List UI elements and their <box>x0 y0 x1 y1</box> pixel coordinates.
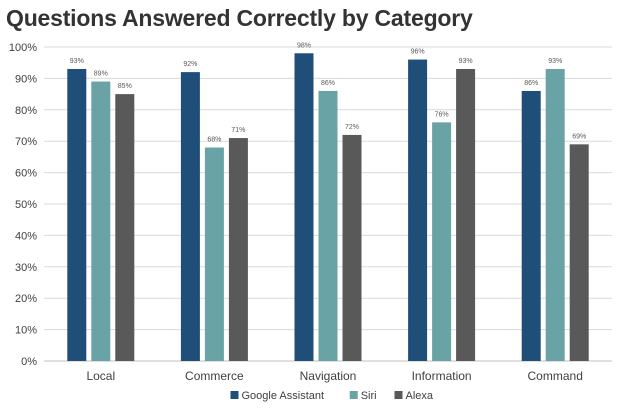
data-label: 96% <box>411 49 425 56</box>
legend-swatch-google-assistant <box>230 391 239 399</box>
bar-google-assistant <box>294 53 314 361</box>
y-tick-label: 0% <box>21 356 37 368</box>
legend-swatch-siri <box>349 391 358 399</box>
legend-label: Alexa <box>406 390 434 402</box>
x-tick-label: Local <box>86 369 115 383</box>
data-label: 93% <box>548 58 562 65</box>
y-tick-label: 30% <box>15 262 37 274</box>
data-label: 71% <box>231 127 245 134</box>
x-tick-label: Command <box>528 369 583 383</box>
bar-google-assistant <box>67 68 87 361</box>
data-label: 89% <box>94 71 108 78</box>
data-label: 93% <box>70 58 84 65</box>
bar-siri <box>204 147 224 361</box>
x-tick-label: Navigation <box>300 369 357 383</box>
bar-alexa <box>569 144 589 361</box>
data-label: 69% <box>572 133 586 140</box>
bar-alexa <box>115 94 135 361</box>
chart-title: Questions Answered Correctly by Category <box>6 5 473 31</box>
y-tick-label: 70% <box>15 136 37 148</box>
legend-swatch-alexa <box>394 391 403 399</box>
y-tick-label: 50% <box>15 199 37 211</box>
y-tick-label: 60% <box>15 168 37 180</box>
bar-siri <box>545 68 565 361</box>
data-label: 85% <box>118 83 132 90</box>
y-tick-label: 10% <box>15 325 37 337</box>
legend-label: Google Assistant <box>242 390 325 402</box>
bar-alexa <box>228 138 248 361</box>
data-label: 98% <box>297 42 311 49</box>
bar-google-assistant <box>180 72 200 362</box>
data-label: 92% <box>183 61 197 68</box>
y-tick-label: 40% <box>15 230 37 242</box>
y-tick-label: 90% <box>15 73 37 85</box>
data-label: 68% <box>207 136 221 143</box>
bar-siri <box>432 122 452 361</box>
bar-alexa <box>456 68 476 361</box>
bar-google-assistant <box>408 59 428 362</box>
bar-siri <box>318 90 338 362</box>
legend-label: Siri <box>361 390 377 402</box>
y-tick-label: 20% <box>15 293 37 305</box>
data-label: 76% <box>435 111 449 118</box>
x-tick-label: Commerce <box>185 369 244 383</box>
y-tick-label: 100% <box>9 42 37 54</box>
data-label: 72% <box>345 124 359 131</box>
data-label: 93% <box>459 58 473 65</box>
bar-alexa <box>342 134 362 361</box>
data-label: 86% <box>524 80 538 87</box>
x-tick-label: Information <box>412 369 472 383</box>
y-tick-label: 80% <box>15 105 37 117</box>
bar-google-assistant <box>521 90 541 362</box>
bar-siri <box>91 81 111 361</box>
data-label: 86% <box>321 80 335 87</box>
